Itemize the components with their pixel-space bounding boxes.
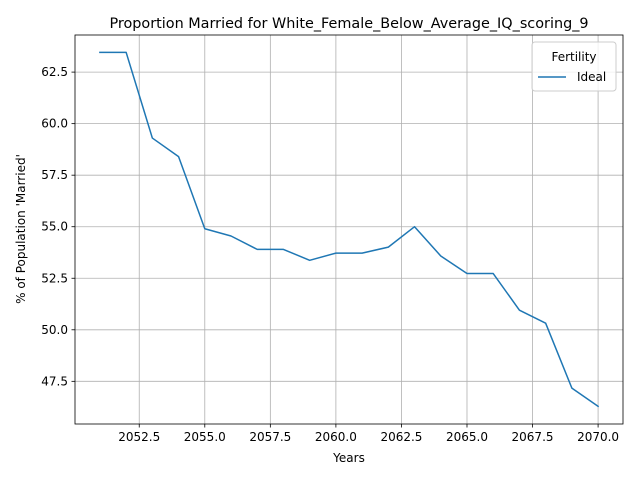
y-gridlines	[75, 71, 623, 382]
x-tick-label: 2070.0	[577, 430, 619, 444]
series-line-ideal	[99, 51, 600, 408]
x-tick-label: 2052.5	[118, 430, 160, 444]
x-axis-ticks: 2052.5 2055.0 2057.5 2060.0 2062.5 2065.0 2067…	[118, 424, 619, 444]
x-tick-label: 2055.0	[184, 430, 226, 444]
y-tick-label: 62.5	[41, 65, 68, 79]
chart-title: Proportion Married for White_Female_Belo…	[109, 16, 588, 32]
plot-area-frame	[74, 34, 624, 425]
y-tick-label: 52.5	[41, 271, 68, 285]
legend-box	[531, 41, 617, 92]
y-tick-label: 47.5	[41, 374, 68, 388]
x-tick-label: 2067.5	[512, 430, 554, 444]
x-tick-label: 2065.0	[446, 430, 488, 444]
x-tick-label: 2060.0	[315, 430, 357, 444]
x-axis-label: Years	[332, 451, 365, 465]
y-tick-label: 57.5	[41, 168, 68, 182]
plot-area-background	[75, 35, 623, 424]
y-axis-label: % of Population 'Married'	[14, 154, 28, 304]
legend: Fertility Ideal	[531, 41, 617, 92]
y-tick-label: 60.0	[41, 117, 68, 131]
x-tick-label: 2057.5	[249, 430, 291, 444]
x-tick-label: 2062.5	[380, 430, 422, 444]
y-tick-label: 55.0	[41, 220, 68, 234]
legend-title: Fertility	[551, 50, 596, 64]
y-tick-label: 50.0	[41, 323, 68, 337]
series-layer	[99, 51, 600, 408]
y-axis-ticks: 47.5 50.0 52.5 55.0 57.5 60.0 62.5	[41, 65, 75, 388]
legend-label-ideal: Ideal	[577, 70, 606, 84]
